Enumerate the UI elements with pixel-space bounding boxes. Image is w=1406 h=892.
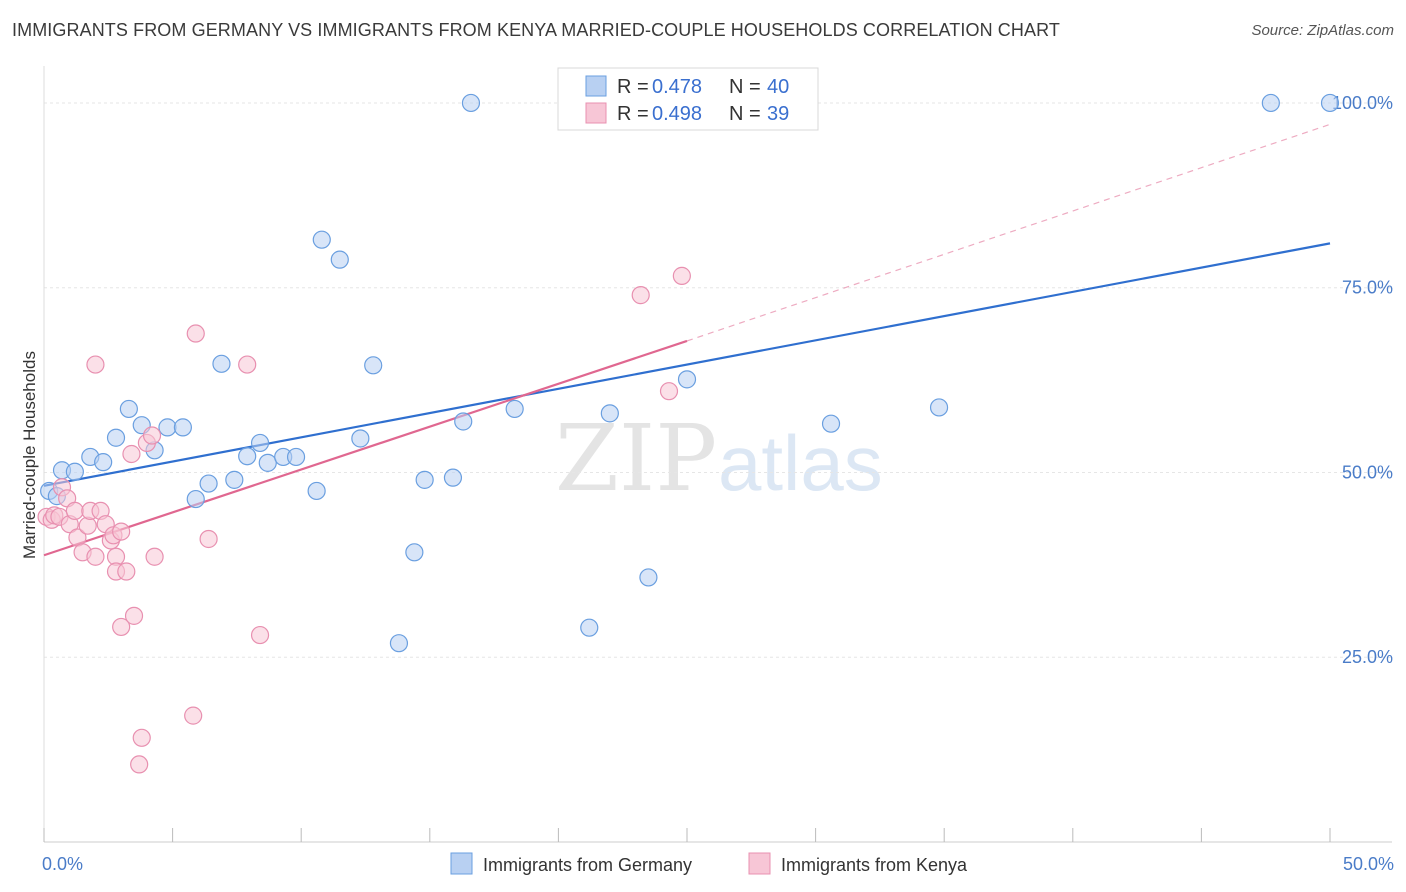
watermark-zip: ZIP: [555, 405, 717, 512]
series-legend: Immigrants from Germany Immigrants from …: [450, 852, 968, 875]
data-point-germany: [600, 404, 619, 423]
legend-swatch-germany: [585, 75, 607, 97]
data-point-kenya: [122, 444, 141, 464]
legend-n-value-germany: 40: [767, 76, 789, 98]
watermark: ZIP atlas: [555, 405, 883, 512]
data-point-germany: [238, 447, 257, 466]
data-point-germany: [405, 543, 424, 562]
trend-line-extension-kenya: [686, 123, 1331, 342]
legend-r-value-germany: 0.478: [652, 76, 702, 98]
data-point-germany: [173, 418, 192, 437]
series-legend-label-kenya: Immigrants from Kenya: [781, 855, 968, 875]
data-point-germany: [158, 418, 177, 437]
data-point-germany: [505, 399, 524, 419]
trend-line-kenya: [43, 339, 688, 557]
correlation-legend: R = 0.478 N = 40 R = 0.498 N = 39: [557, 67, 819, 131]
legend-n-label-kenya: N =: [729, 103, 761, 125]
data-point-germany: [821, 414, 841, 433]
y-tick-label: 100.0%: [1332, 93, 1393, 113]
data-point-kenya: [184, 706, 203, 725]
watermark-atlas: atlas: [718, 419, 883, 507]
legend-n-value-kenya: 39: [767, 103, 789, 125]
data-point-kenya: [186, 324, 205, 343]
data-point-germany: [677, 370, 697, 389]
data-point-germany: [225, 470, 244, 489]
data-point-kenya: [117, 562, 136, 581]
data-point-germany: [929, 398, 949, 417]
series-legend-swatch-kenya: [748, 852, 771, 875]
data-point-germany: [415, 470, 434, 489]
data-point-kenya: [631, 286, 650, 305]
data-point-kenya: [199, 529, 218, 549]
data-point-kenya: [78, 516, 97, 535]
legend-r-value-kenya: 0.498: [652, 103, 702, 125]
data-point-kenya: [672, 266, 691, 285]
data-point-germany: [364, 356, 383, 375]
data-point-kenya: [250, 625, 270, 645]
data-point-kenya: [132, 728, 151, 747]
grid-layer: [44, 102, 1392, 658]
chart-title: IMMIGRANTS FROM GERMANY VS IMMIGRANTS FR…: [12, 20, 1060, 40]
x-tick-label-min: 0.0%: [42, 854, 83, 874]
data-point-germany: [199, 474, 218, 493]
data-point-germany: [307, 481, 326, 501]
data-point-germany: [106, 428, 126, 447]
series-legend-swatch-germany: [450, 852, 473, 875]
legend-r-label-kenya: R =: [617, 103, 649, 125]
data-point-kenya: [124, 606, 144, 625]
data-point-germany: [454, 412, 473, 431]
legend-n-label-germany: N =: [729, 76, 761, 98]
data-point-germany: [286, 447, 306, 467]
data-point-kenya: [86, 547, 105, 566]
data-point-germany: [186, 489, 205, 509]
data-point-germany: [250, 433, 270, 453]
data-point-kenya: [659, 382, 679, 401]
data-point-kenya: [112, 522, 131, 541]
data-point-kenya: [145, 547, 164, 566]
axis-layer: [43, 66, 1392, 843]
data-point-kenya: [65, 501, 84, 521]
data-point-kenya: [238, 355, 257, 374]
x-tick-label-max: 50.0%: [1343, 854, 1394, 874]
data-point-germany: [94, 453, 113, 472]
data-point-germany: [389, 634, 409, 653]
tick-layer: 100.0% 75.0% 50.0% 25.0%: [43, 93, 1393, 842]
data-point-germany: [1261, 93, 1280, 113]
data-point-kenya: [86, 355, 105, 374]
data-point-germany: [212, 354, 231, 373]
data-point-germany: [312, 230, 331, 249]
data-point-germany: [119, 399, 138, 419]
data-point-germany: [580, 618, 599, 637]
data-point-kenya: [130, 755, 149, 774]
data-point-kenya: [142, 426, 162, 445]
data-point-germany: [1320, 93, 1340, 113]
data-point-germany: [330, 250, 349, 269]
y-axis-title: Married-couple Households: [20, 351, 39, 559]
legend-r-label-germany: R =: [617, 76, 649, 98]
data-point-germany: [258, 453, 277, 472]
data-point-germany: [639, 568, 658, 587]
legend-swatch-kenya: [585, 102, 607, 124]
data-point-germany: [443, 468, 463, 487]
points-layer: [37, 93, 1340, 774]
source-text: Source: ZipAtlas.com: [1251, 22, 1394, 39]
data-point-germany: [351, 429, 370, 448]
y-tick-label: 50.0%: [1342, 462, 1393, 482]
data-point-germany: [65, 462, 84, 481]
y-tick-label: 75.0%: [1342, 278, 1393, 298]
data-point-germany: [461, 93, 481, 113]
data-point-kenya: [112, 617, 131, 637]
y-tick-label: 25.0%: [1342, 647, 1393, 667]
series-legend-label-germany: Immigrants from Germany: [483, 855, 692, 875]
